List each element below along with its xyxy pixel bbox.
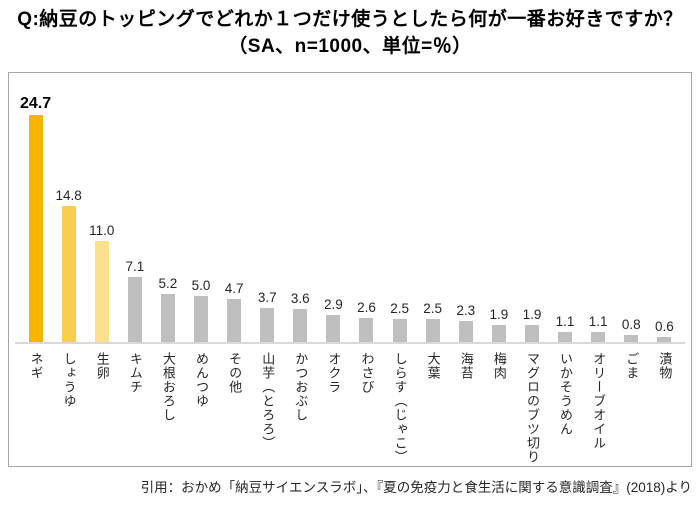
bar (194, 296, 209, 342)
bar (591, 331, 606, 342)
bar (458, 320, 473, 342)
bar-category-label: しらす（じゃこ） (392, 352, 408, 464)
bar-value-label: 3.6 (290, 290, 310, 306)
bar (293, 308, 308, 342)
bar (326, 315, 341, 342)
bar (227, 298, 242, 342)
citation: 引用：おかめ「納豆サイエンスラボ」、『夏の免疫力と食生活に関する意識調査』(20… (140, 480, 692, 495)
bar-value-label: 3.7 (257, 290, 277, 305)
bar-value-label: 2.5 (390, 301, 409, 316)
bar-category-label: かつおぶし (293, 352, 309, 422)
bar-value-label: 1.9 (489, 306, 509, 322)
bar-category-label: 生卵 (94, 352, 110, 380)
bar-column: 2.5 大葉 (416, 73, 449, 466)
bar-category-label: オリーブオイル (591, 352, 607, 450)
bar-columns: 24.7 ネギ 14.8 しょうゆ 11.0 生卵 7.1 キムチ (19, 73, 681, 466)
bar-column: 1.9 梅肉 (482, 73, 515, 466)
bar (359, 318, 374, 342)
bar-column: 0.8 ごま (615, 73, 648, 466)
bar-column: 24.7 ネギ (19, 73, 52, 466)
bar-column: 2.5 しらす（じゃこ） (383, 73, 416, 466)
bar-value-label: 0.6 (654, 318, 674, 334)
bar-chart: 24.7 ネギ 14.8 しょうゆ 11.0 生卵 7.1 キムチ (8, 72, 692, 467)
bar-category-label: 海苔 (458, 352, 474, 380)
bar-category-label: ごま (624, 352, 640, 380)
bar-category-label: マグロのブツ切り (524, 352, 540, 464)
bar-value-label: 2.5 (423, 301, 443, 316)
bar-value-label: 1.1 (588, 313, 608, 329)
bar-value-label: 2.9 (324, 297, 343, 313)
bar-value-label: 5.2 (158, 276, 178, 292)
bar-value-label: 1.9 (522, 306, 542, 322)
bar-column: 3.7 山芋（とろろ） (251, 73, 284, 466)
bar-value-label: 11.0 (89, 222, 115, 238)
bar-column: 2.3 海苔 (449, 73, 482, 466)
chart-title-line1: Q:納豆のトッピングでどれか１つだけ使うとしたら何が一番お好きですか？ (17, 9, 683, 30)
x-axis-line (15, 342, 685, 344)
bar-value-label: 24.7 (19, 94, 52, 112)
bar-value-label: 2.6 (357, 300, 376, 316)
bar (425, 319, 440, 342)
bar-category-label: その他 (227, 352, 243, 394)
bar-category-label: 梅肉 (491, 352, 507, 380)
bar-column: 2.9 オクラ (317, 73, 350, 466)
bar-value-label: 14.8 (55, 187, 82, 203)
bar-column: 2.6 わさび (350, 73, 383, 466)
bar-category-label: 山芋（とろろ） (260, 352, 276, 450)
bar (392, 319, 407, 342)
bar (558, 331, 573, 342)
bar-column: 7.1 キムチ (118, 73, 151, 466)
plot-area: 24.7 ネギ 14.8 しょうゆ 11.0 生卵 7.1 キムチ (15, 73, 685, 466)
bar-category-label: 大根おろし (160, 352, 176, 422)
bar (491, 324, 506, 342)
bar (127, 276, 142, 342)
bar-column: 1.9 マグロのブツ切り (515, 73, 548, 466)
bar-value-label: 2.3 (456, 302, 476, 318)
bar-value-label: 0.8 (621, 316, 641, 332)
bar (28, 114, 43, 342)
bar-category-label: ネギ (28, 352, 44, 380)
bar-value-label: 1.1 (555, 313, 575, 329)
bar-category-label: いかそうめん (558, 352, 574, 436)
bar-column: 11.0 生卵 (85, 73, 118, 466)
bar-value-label: 5.0 (191, 278, 211, 293)
bar-column: 5.2 大根おろし (151, 73, 184, 466)
bar (61, 205, 76, 342)
bar-column: 0.6 漬物 (648, 73, 681, 466)
bar-category-label: 大葉 (425, 352, 441, 380)
bar-column: 1.1 オリーブオイル (582, 73, 615, 466)
chart-title: Q:納豆のトッピングでどれか１つだけ使うとしたら何が一番お好きですか？ （SA、… (0, 6, 700, 60)
bar-category-label: オクラ (326, 352, 342, 394)
bar-category-label: キムチ (127, 352, 143, 394)
bar-column: 3.6 かつおぶし (284, 73, 317, 466)
bar (524, 324, 539, 342)
bar-value-label: 7.1 (125, 258, 145, 274)
bar (260, 308, 275, 342)
bar-category-label: 漬物 (657, 352, 673, 380)
bar-column: 4.7 その他 (218, 73, 251, 466)
bar-column: 1.1 いかそうめん (549, 73, 582, 466)
bar-category-label: わさび (359, 352, 375, 394)
chart-title-line2: （SA、n=1000、単位=％） (228, 36, 472, 57)
bar (94, 240, 109, 342)
bar-category-label: めんつゆ (194, 352, 210, 408)
bar-category-label: しょうゆ (61, 352, 77, 408)
bar (160, 294, 175, 342)
bar (624, 334, 639, 342)
bar-column: 14.8 しょうゆ (52, 73, 85, 466)
bar (657, 336, 672, 342)
bar-value-label: 4.7 (224, 280, 244, 296)
bar-column: 5.0 めんつゆ (184, 73, 217, 466)
